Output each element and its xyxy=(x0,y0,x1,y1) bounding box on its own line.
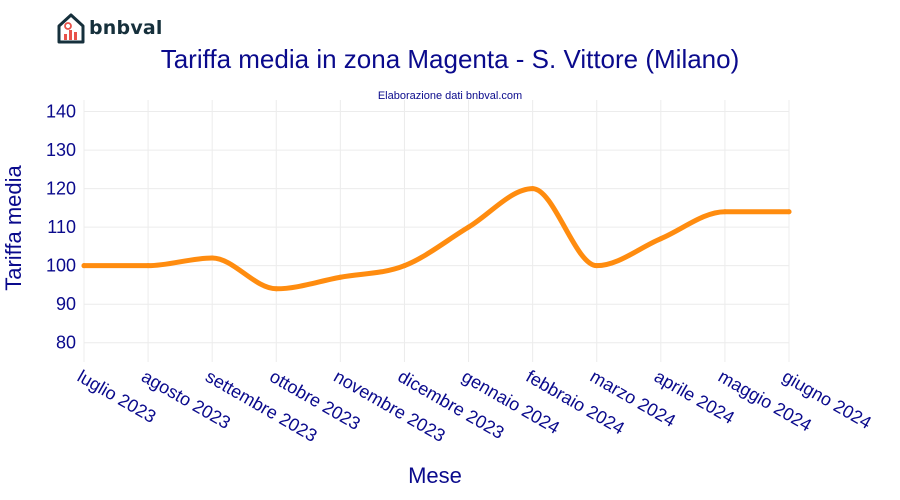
y-tick-label: 140 xyxy=(46,102,76,122)
x-axis-title: Mese xyxy=(408,463,462,488)
data-point xyxy=(594,263,600,269)
data-point xyxy=(337,274,343,280)
chart-title: Tariffa media in zona Magenta - S. Vitto… xyxy=(160,44,740,74)
y-tick-label: 110 xyxy=(47,217,76,237)
brand-name: bnbval xyxy=(89,17,163,39)
data-point xyxy=(530,186,536,192)
y-axis-title: Tariffa media xyxy=(1,164,26,290)
x-tick-label: dicembre 2023 xyxy=(394,366,507,443)
chart-subtitle: Elaborazione dati bnbval.com xyxy=(377,90,523,102)
y-tick-label: 100 xyxy=(46,256,76,276)
grid-lines xyxy=(83,100,790,362)
data-point xyxy=(401,263,407,269)
data-point xyxy=(658,236,664,242)
y-tick-label: 130 xyxy=(46,140,76,160)
house-chart-icon xyxy=(57,13,85,44)
data-point xyxy=(786,209,792,215)
y-axis-ticks: 80 90 100 110 120 130 140 xyxy=(46,102,76,353)
series-line xyxy=(81,186,792,292)
x-tick-label: novembre 2023 xyxy=(330,366,448,446)
brand-logo: bnbval xyxy=(56,12,163,44)
y-tick-label: 90 xyxy=(56,294,76,314)
data-point xyxy=(722,209,728,215)
data-point xyxy=(273,286,279,292)
y-tick-label: 80 xyxy=(56,333,76,353)
data-point xyxy=(145,263,151,269)
data-point xyxy=(466,224,472,230)
series-layer xyxy=(81,186,792,292)
data-point xyxy=(81,263,87,269)
data-point xyxy=(209,255,215,261)
y-tick-label: 120 xyxy=(46,179,76,199)
x-tick-label: settembre 2023 xyxy=(202,366,320,446)
